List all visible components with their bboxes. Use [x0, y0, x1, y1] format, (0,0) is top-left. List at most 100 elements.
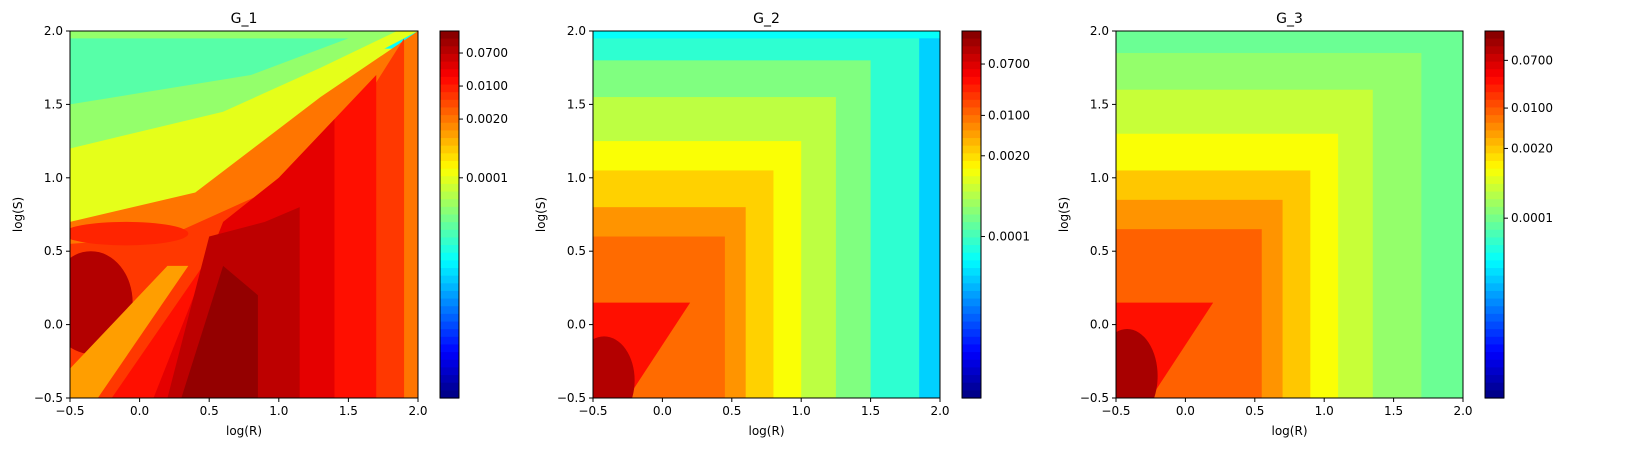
colorbar-swatch	[1485, 31, 1504, 40]
colorbar-swatch	[440, 199, 459, 208]
colorbar-swatch	[962, 306, 981, 315]
axes-frame	[69, 30, 419, 399]
colorbar-swatch	[962, 214, 981, 223]
colorbar-tick-label: 0.0020	[1511, 141, 1553, 155]
colorbar-swatch	[1485, 69, 1504, 78]
colorbar-swatch	[440, 260, 459, 269]
colorbar-swatch	[440, 375, 459, 384]
colorbar-swatch	[962, 329, 981, 338]
colorbar-swatch	[440, 84, 459, 93]
heatmap-field	[70, 31, 418, 398]
colorbar-swatch	[440, 352, 459, 361]
colorbar-swatch	[962, 138, 981, 147]
colorbar-swatch	[962, 344, 981, 353]
colorbar-swatch	[962, 229, 981, 239]
y-tick-label: 2.0	[567, 24, 586, 38]
colorbar-swatch	[962, 130, 981, 139]
colorbar-swatch	[1485, 229, 1504, 239]
colorbar-swatch	[962, 183, 981, 193]
heatmap-region	[70, 38, 349, 105]
colorbar-swatch	[962, 352, 981, 361]
colorbar-swatch	[962, 168, 981, 177]
colorbar-swatch	[1485, 38, 1504, 47]
colorbar-swatch	[962, 153, 981, 162]
colorbar-frame	[1484, 30, 1505, 399]
colorbar-swatch	[1485, 206, 1504, 216]
colorbar-swatch	[1485, 145, 1504, 154]
colorbar-swatch	[962, 92, 981, 101]
colorbar-swatch	[440, 359, 459, 369]
y-tick-label: −0.5	[1080, 391, 1109, 405]
subplot-1: −0.5 0.0 0.5 1.0 1.5 2.0 −0.5 0.0 0.5 1.0 1.5 2.0 G_…	[11, 11, 508, 438]
colorbar-swatch	[440, 367, 459, 376]
colorbar-swatch	[962, 176, 981, 185]
y-tick-label: 1.5	[44, 97, 63, 111]
colorbar-swatch	[962, 359, 981, 369]
colorbar-swatch	[962, 115, 981, 124]
colorbar-swatch	[440, 245, 459, 254]
colorbar-swatch	[962, 76, 981, 86]
heatmap-region	[181, 265, 258, 398]
colorbar-swatch	[440, 153, 459, 162]
y-tick-label: −0.5	[34, 391, 63, 405]
colorbar-swatch	[1485, 107, 1504, 116]
x-axis-label: log(R)	[749, 424, 785, 438]
colorbar-swatch	[1485, 183, 1504, 193]
colorbar-swatch	[1485, 306, 1504, 315]
colorbar-swatch	[1485, 382, 1504, 391]
colorbar-swatch	[1485, 359, 1504, 369]
y-tick-label: 0.0	[567, 318, 586, 332]
colorbar-swatch	[440, 46, 459, 55]
colorbar-swatch	[1485, 321, 1504, 330]
colorbar-swatch	[1485, 375, 1504, 384]
heatmap-region	[919, 31, 940, 398]
x-tick-label: 2.0	[1453, 404, 1472, 418]
colorbar-tick-label: 0.0001	[466, 171, 508, 185]
colorbar-swatch	[1485, 390, 1504, 399]
colorbar-swatch	[962, 268, 981, 277]
colorbar-swatch	[440, 321, 459, 330]
colorbar-swatch	[962, 107, 981, 116]
colorbar-swatch	[1485, 260, 1504, 269]
colorbar-swatch	[440, 176, 459, 185]
x-tick-label: 0.0	[1176, 404, 1195, 418]
colorbar-swatch	[1485, 237, 1504, 246]
colorbar-swatch	[1485, 245, 1504, 254]
colorbar-swatch	[1485, 61, 1504, 70]
colorbar-tick-label: 0.0001	[1511, 211, 1553, 225]
colorbar-swatch	[440, 268, 459, 277]
colorbar-swatch	[1485, 252, 1504, 261]
colorbar-swatch	[440, 222, 459, 231]
colorbar-swatch	[440, 283, 459, 292]
colorbar-swatch	[962, 69, 981, 78]
colorbar-swatch	[440, 229, 459, 239]
heatmap-field	[1116, 31, 1463, 398]
colorbar-tick-label: 0.0001	[988, 230, 1030, 244]
colorbar-swatch	[962, 367, 981, 376]
colorbar-swatch	[962, 313, 981, 323]
colorbar-swatch	[440, 138, 459, 147]
colorbar-swatch	[962, 390, 981, 399]
x-tick-label: −0.5	[1101, 404, 1130, 418]
x-tick-label: 1.0	[269, 404, 288, 418]
heatmap-field	[593, 31, 940, 398]
colorbar-swatch	[440, 237, 459, 246]
colorbar-swatch	[962, 275, 981, 284]
colorbar-swatch	[440, 160, 459, 170]
axes-frame	[592, 30, 941, 399]
colorbar-swatch	[440, 191, 459, 200]
colorbar-swatch	[1485, 344, 1504, 353]
colorbar-swatch	[1485, 336, 1504, 346]
colorbar-swatch	[440, 99, 459, 109]
subplot-title: G_1	[231, 11, 258, 27]
colorbar-swatch	[440, 145, 459, 154]
colorbar-swatch	[440, 69, 459, 78]
colorbar-swatch	[1485, 160, 1504, 170]
colorbar-swatch	[962, 84, 981, 93]
colorbar-swatch	[962, 382, 981, 391]
colorbar-swatch	[962, 31, 981, 40]
colorbar-frame	[439, 30, 460, 399]
colorbar-swatch	[440, 252, 459, 261]
colorbar-swatch	[1485, 268, 1504, 277]
heatmap-region	[593, 31, 940, 39]
